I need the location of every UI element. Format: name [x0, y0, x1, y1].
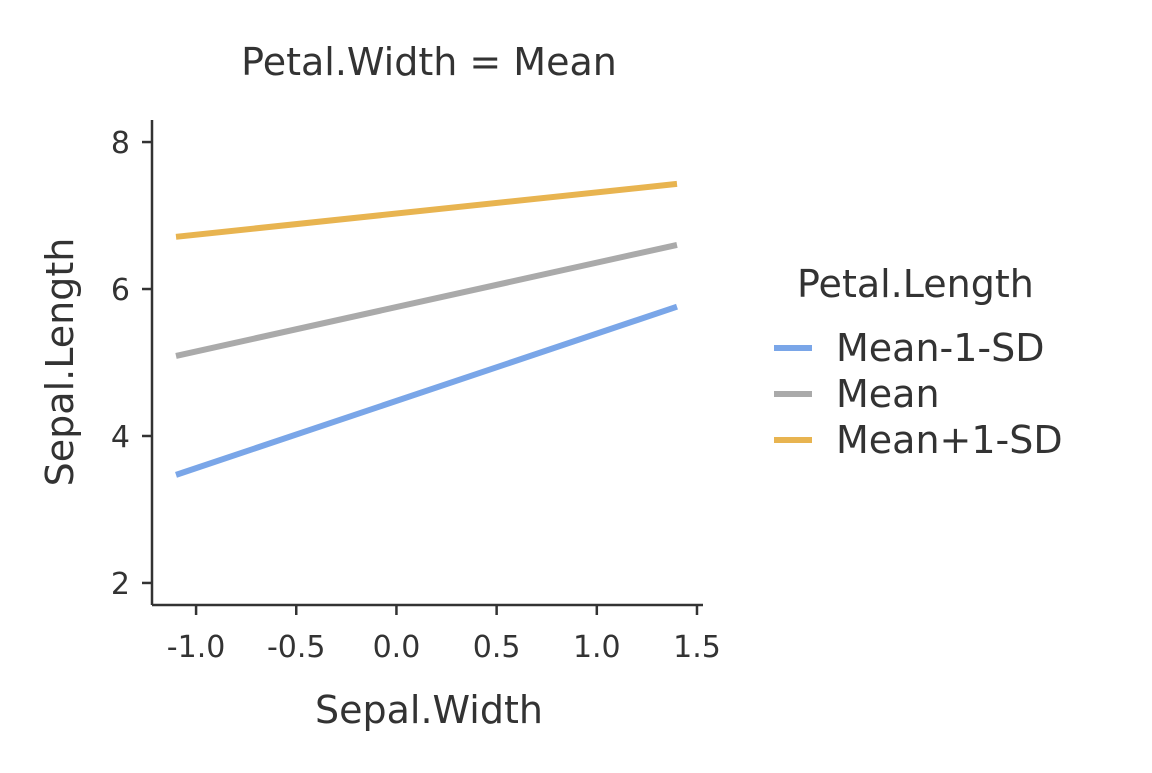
y-tick-label: 6	[111, 273, 130, 308]
legend-label-2: Mean+1-SD	[836, 418, 1063, 462]
y-tick-label: 8	[111, 126, 130, 161]
series-line-2	[175, 180, 678, 240]
legend-label-0: Mean-1-SD	[836, 326, 1045, 370]
series-lines	[175, 180, 678, 478]
x-tick-label: -0.5	[267, 630, 326, 665]
y-axis-ticks: 2 4 6 8	[111, 126, 152, 602]
x-tick-label: -1.0	[167, 630, 226, 665]
x-tick-label: 1.0	[573, 630, 621, 665]
x-tick-label: 0.0	[373, 630, 421, 665]
x-axis-title: Sepal.Width	[315, 688, 543, 732]
series-line-0	[175, 303, 678, 478]
legend-title: Petal.Length	[797, 262, 1034, 306]
x-tick-label: 1.5	[673, 630, 721, 665]
y-tick-label: 4	[111, 420, 130, 455]
x-axis-ticks: -1.0 -0.5 0.0 0.5 1.0 1.5	[167, 605, 721, 665]
y-tick-label: 2	[111, 567, 130, 602]
series-line-1	[175, 241, 678, 359]
y-axis-title: Sepal.Length	[38, 238, 82, 487]
x-tick-label: 0.5	[473, 630, 521, 665]
legend-label-1: Mean	[836, 372, 940, 416]
axes: -1.0 -0.5 0.0 0.5 1.0 1.5 2 4 6 8	[111, 120, 721, 665]
chart-title: Petal.Width = Mean	[241, 40, 617, 84]
